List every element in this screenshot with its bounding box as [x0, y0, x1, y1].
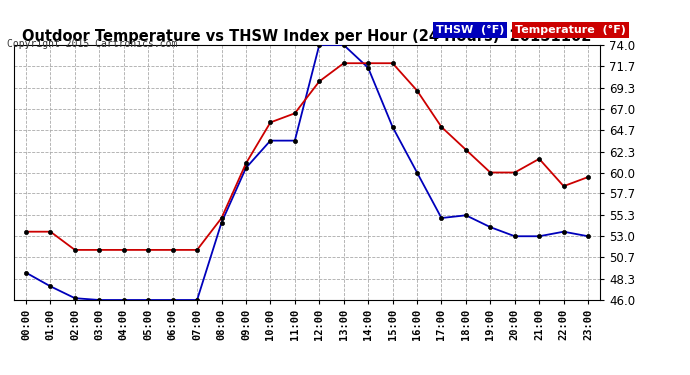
Title: Outdoor Temperature vs THSW Index per Hour (24 Hours)  20151102: Outdoor Temperature vs THSW Index per Ho… [22, 29, 592, 44]
Text: THSW  (°F): THSW (°F) [436, 25, 504, 35]
Text: Temperature  (°F): Temperature (°F) [515, 25, 626, 35]
Text: Copyright 2015 Cartronics.com: Copyright 2015 Cartronics.com [7, 39, 177, 50]
